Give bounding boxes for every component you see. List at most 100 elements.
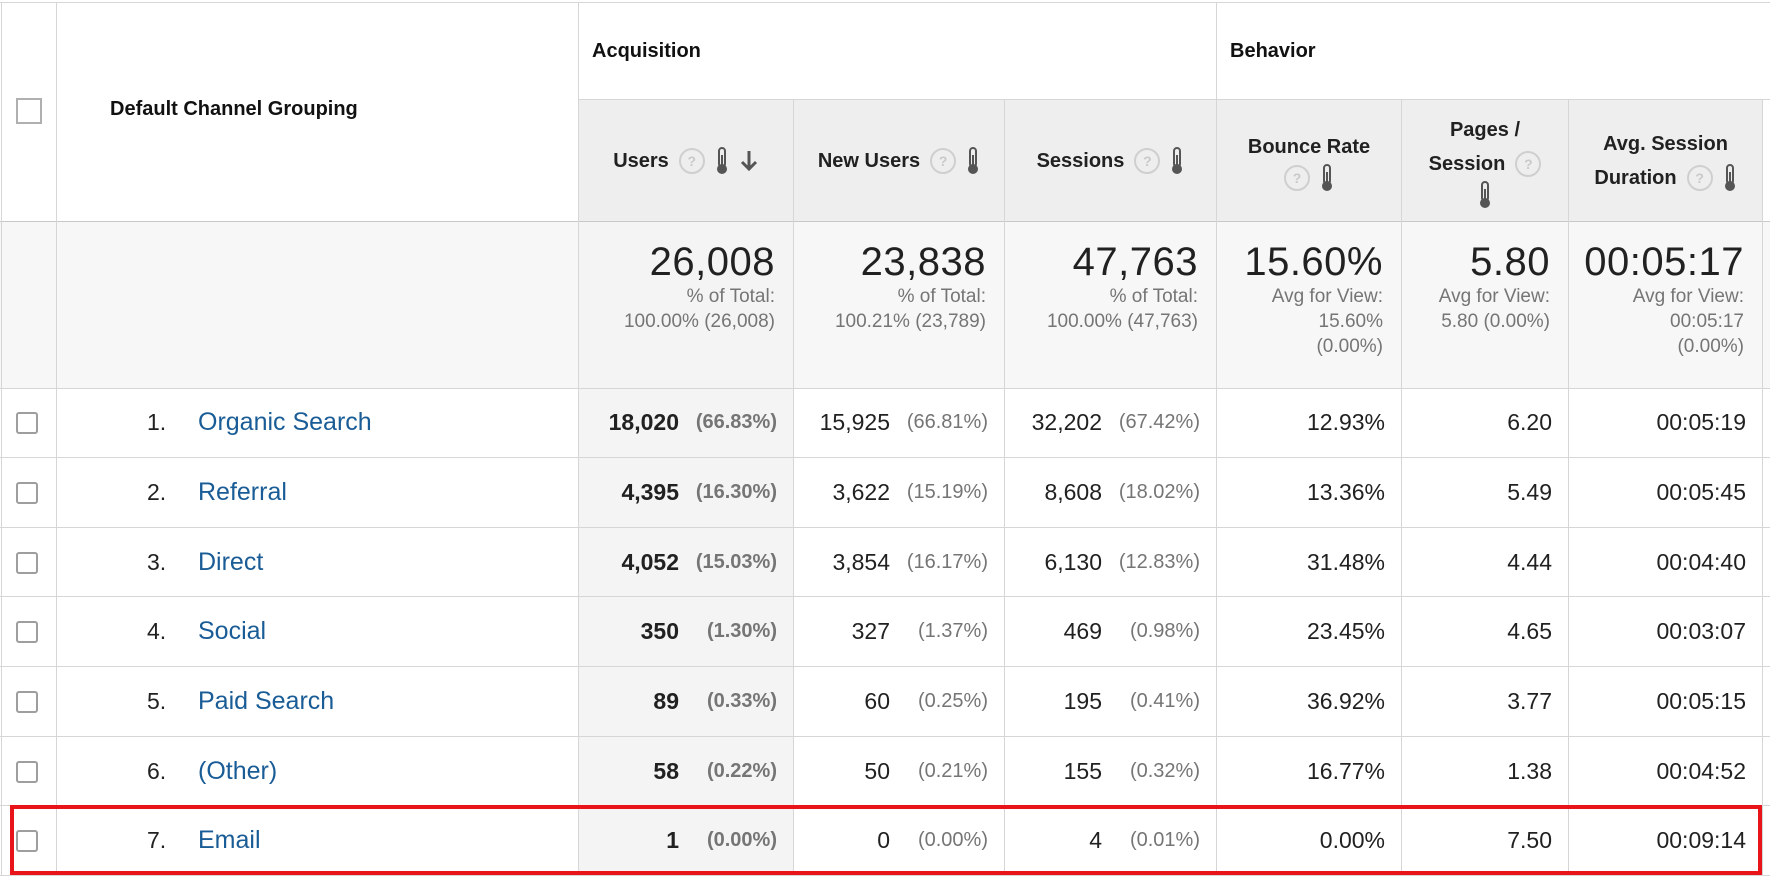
avg-duration-cell: 00:04:40: [1569, 528, 1762, 597]
bounce-rate-value: 31.48%: [1306, 549, 1385, 575]
pages-session-value: 4.44: [1507, 549, 1552, 575]
row-checkbox[interactable]: [16, 760, 38, 783]
total-bounce-rate-label: Avg for View:: [1271, 286, 1383, 307]
divider: [579, 99, 1770, 100]
row-checkbox[interactable]: [16, 620, 38, 643]
channel-link[interactable]: Paid Search: [198, 687, 335, 715]
help-icon[interactable]: ?: [1686, 164, 1713, 191]
new-users-column-header[interactable]: New Users ?: [794, 100, 1004, 221]
row-checkbox[interactable]: [16, 481, 38, 504]
sessions-percent: (0.98%): [1129, 620, 1200, 642]
channel-link[interactable]: Referral: [198, 478, 287, 506]
users-column-header[interactable]: Users ?: [579, 100, 793, 221]
row-checkbox[interactable]: [16, 411, 38, 434]
help-icon[interactable]: ?: [1515, 150, 1542, 177]
row-index: 6.: [147, 758, 167, 784]
new-users-percent: (0.21%): [917, 760, 988, 782]
users-value: 58: [653, 758, 679, 784]
bounce-rate-cell: 0.00%: [1217, 806, 1401, 875]
pages-session-column-header[interactable]: Pages / Session ?: [1402, 100, 1568, 221]
users-value: 4,395: [621, 479, 679, 505]
thermometer-icon[interactable]: [715, 146, 729, 175]
bounce-rate-cell: 12.93%: [1217, 388, 1401, 457]
channel-link[interactable]: Direct: [198, 548, 264, 576]
total-avg-duration-pct: (0.00%): [1677, 336, 1744, 357]
total-sessions-pct: 100.00% (47,763): [1046, 311, 1198, 332]
sessions-column-header[interactable]: Sessions ?: [1005, 100, 1216, 221]
behavior-group-header: Behavior: [1230, 40, 1316, 62]
divider: [1, 2, 2, 876]
thermometer-icon[interactable]: [1320, 163, 1334, 192]
total-sessions-label: % of Total:: [1109, 286, 1198, 307]
thermometer-icon[interactable]: [966, 146, 980, 175]
help-icon[interactable]: ?: [678, 147, 705, 174]
new-users-value: 60: [864, 688, 890, 714]
total-new-users-label: % of Total:: [897, 286, 986, 307]
row-7-background: [0, 806, 1770, 876]
avg-duration-cell: 00:09:14: [1569, 806, 1762, 875]
total-pages-session: 5.80 Avg for View: 5.80 (0.00%): [1402, 222, 1568, 334]
bounce-rate-value: 23.45%: [1306, 618, 1385, 644]
users-percent: (16.30%): [695, 481, 777, 503]
divider: [1568, 99, 1569, 876]
avg-duration-value: 00:03:07: [1656, 618, 1746, 644]
help-icon[interactable]: ?: [930, 147, 957, 174]
sessions-percent: (67.42%): [1118, 411, 1200, 433]
divider: [1004, 99, 1005, 876]
new-users-percent: (16.17%): [906, 551, 988, 573]
pages-session-cell: 3.77: [1402, 667, 1568, 736]
users-value: 350: [640, 618, 679, 644]
help-icon[interactable]: ?: [1134, 147, 1161, 174]
row-checkbox[interactable]: [16, 829, 38, 852]
users-cell: 1 (0.00%): [579, 806, 793, 875]
row-checkbox[interactable]: [16, 690, 38, 713]
total-pages-session-value: 5.80: [1470, 240, 1550, 284]
bounce-rate-column-header[interactable]: Bounce Rate ?: [1217, 100, 1401, 221]
row-index: 1.: [147, 409, 167, 435]
sessions-cell: 469 (0.98%): [1005, 597, 1216, 666]
sorted-column-background: [579, 222, 793, 806]
channel-link[interactable]: Social: [198, 617, 267, 645]
row-checkbox[interactable]: [16, 551, 38, 574]
thermometer-icon[interactable]: [1723, 163, 1737, 192]
bounce-rate-value: 12.93%: [1306, 409, 1385, 435]
divider: [1216, 2, 1217, 876]
dimension-header[interactable]: Default Channel Grouping: [110, 98, 358, 120]
sessions-cell: 155 (0.32%): [1005, 737, 1216, 806]
thermometer-icon[interactable]: [1170, 146, 1184, 175]
new-users-percent: (0.25%): [917, 690, 988, 712]
sort-descending-arrow-icon[interactable]: [739, 149, 759, 173]
users-percent: (1.30%): [706, 620, 777, 642]
sessions-cell: 4 (0.01%): [1005, 806, 1216, 875]
dimension-cell: 5. Paid Search: [57, 667, 578, 736]
users-value: 1: [666, 827, 679, 853]
avg-duration-value: 00:05:19: [1656, 409, 1746, 435]
row-checkbox-cell: [16, 806, 56, 875]
table-row: 5. Paid Search 89 (0.33%) 60 (0.25%) 195…: [0, 667, 1770, 736]
dimension-cell: 4. Social: [57, 597, 578, 666]
pages-session-value: 5.49: [1507, 479, 1552, 505]
users-header-label: Users: [613, 149, 669, 172]
dimension-cell: 1. Organic Search: [57, 388, 578, 457]
avg-session-duration-column-header[interactable]: Avg. Session Duration ?: [1569, 100, 1762, 221]
divider: [0, 596, 1770, 597]
thermometer-icon[interactable]: [1478, 180, 1492, 209]
channel-link[interactable]: Email: [198, 826, 261, 854]
dimension-cell: 7. Email: [57, 806, 578, 875]
total-pages-session-avg: 5.80 (0.00%): [1441, 311, 1550, 332]
bounce-rate-cell: 23.45%: [1217, 597, 1401, 666]
users-cell: 89 (0.33%): [579, 667, 793, 736]
users-cell: 4,395 (16.30%): [579, 458, 793, 527]
divider: [578, 2, 579, 876]
pages-session-cell: 5.49: [1402, 458, 1568, 527]
channel-link[interactable]: (Other): [198, 757, 278, 785]
bounce-rate-value: 0.00%: [1319, 827, 1385, 853]
sessions-cell: 6,130 (12.83%): [1005, 528, 1216, 597]
total-bounce-rate-pct: (0.00%): [1316, 336, 1383, 357]
pages-session-header-label: Pages /: [1449, 118, 1521, 141]
total-avg-duration-value: 00:05:17: [1584, 240, 1744, 284]
select-all-checkbox[interactable]: [16, 98, 42, 124]
help-icon[interactable]: ?: [1284, 164, 1310, 191]
channel-link[interactable]: Organic Search: [198, 408, 372, 436]
